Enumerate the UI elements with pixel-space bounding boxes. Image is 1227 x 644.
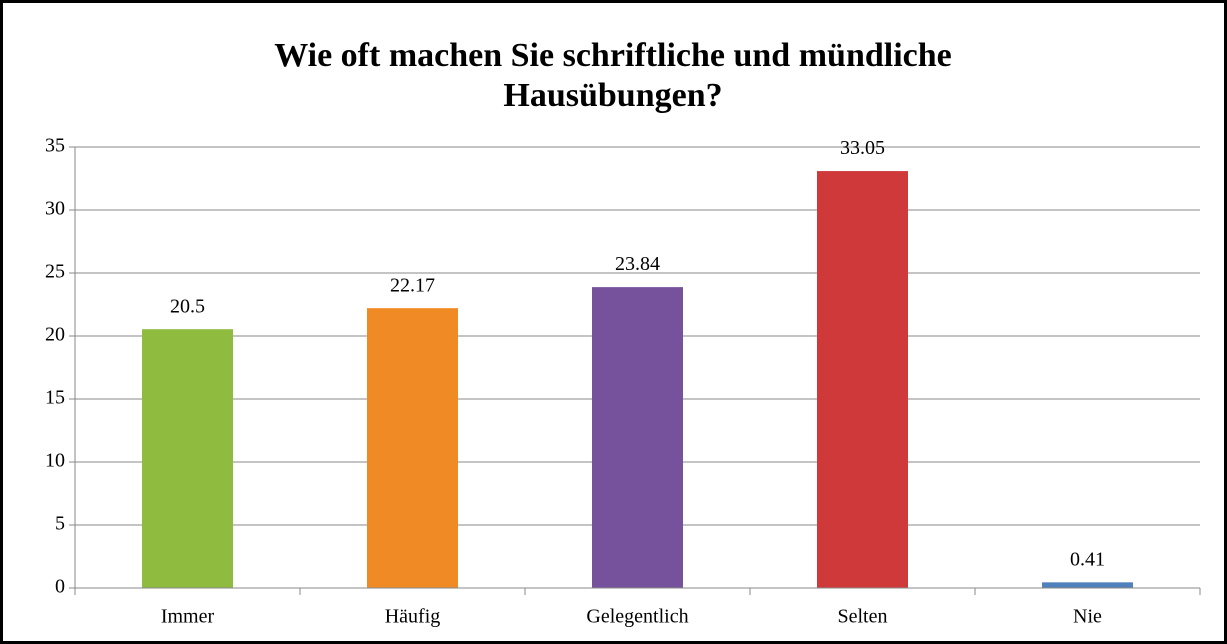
- x-tick-label: Selten: [838, 606, 888, 628]
- y-tick-label: 30: [45, 198, 65, 220]
- y-tick-label: 35: [45, 135, 65, 157]
- bar: [142, 329, 233, 589]
- y-tick-label: 5: [55, 513, 65, 535]
- chart-title: Wie oft machen Sie schriftliche und münd…: [274, 37, 952, 114]
- x-tick-label: Häufig: [385, 606, 441, 628]
- y-tick-label: 0: [55, 576, 65, 598]
- x-tick-label: Immer: [161, 606, 215, 628]
- bar: [817, 171, 908, 589]
- x-tick-label: Gelegentlich: [586, 606, 688, 628]
- y-tick-label: 25: [45, 261, 65, 283]
- x-tick-label: Nie: [1073, 606, 1102, 628]
- data-label: 23.84: [615, 253, 660, 275]
- data-label: 22.17: [390, 274, 435, 296]
- bar: [1042, 582, 1133, 589]
- data-label: 33.05: [840, 137, 885, 159]
- bar: [367, 308, 458, 589]
- data-label: 0.41: [1070, 548, 1105, 570]
- y-tick-label: 15: [45, 387, 65, 409]
- y-tick-label: 10: [45, 450, 65, 472]
- data-label: 20.5: [170, 295, 205, 317]
- y-tick-label: 20: [45, 324, 65, 346]
- bar: [592, 287, 683, 589]
